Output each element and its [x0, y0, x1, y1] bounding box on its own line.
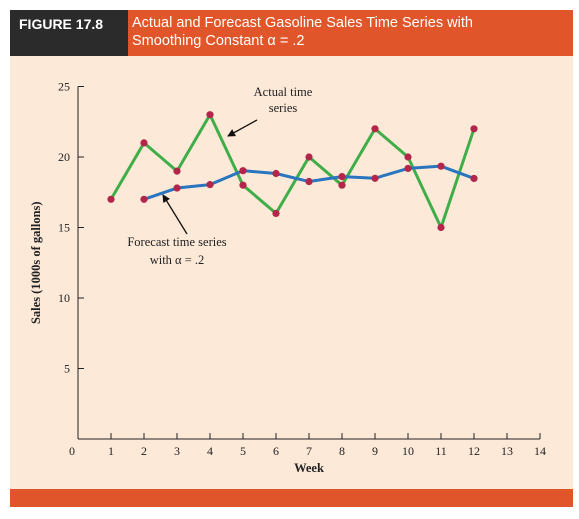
- forecast-data-point: [206, 181, 214, 189]
- plot-panel: [10, 56, 573, 489]
- x-tick-label: 11: [435, 444, 447, 458]
- actual-series-line: [109, 113, 476, 229]
- x-axis-title: Week: [294, 461, 324, 475]
- forecast-annotation-text: with α = .2: [150, 253, 205, 267]
- x-tick-label: 5: [240, 444, 246, 458]
- x-tick-label: 3: [174, 444, 180, 458]
- x-tick-label: 12: [468, 444, 480, 458]
- actual-data-point: [107, 195, 115, 203]
- x-tick-label: 10: [402, 444, 414, 458]
- x-tick-label: 13: [501, 444, 513, 458]
- actual-data-point: [338, 181, 346, 189]
- forecast-data-point: [173, 184, 181, 192]
- y-axis-title: Sales (1000s of gallons): [29, 201, 43, 324]
- actual-data-point: [470, 125, 478, 133]
- actual-data-point: [404, 153, 412, 161]
- figure-label: FIGURE 17.8: [10, 10, 128, 56]
- actual-annotation-text: Actual time: [254, 85, 313, 99]
- actual-data-point: [140, 139, 148, 147]
- figure-title-line-2: Smoothing Constant α = .2: [132, 33, 305, 49]
- forecast-annotation-text: Forecast time series: [127, 235, 226, 249]
- y-tick-label: 5: [64, 362, 70, 376]
- figure-header: FIGURE 17.8 Actual and Forecast Gasoline…: [10, 10, 573, 56]
- forecast-data-point: [338, 172, 346, 181]
- actual-data-point: [371, 125, 379, 133]
- y-tick-label: 25: [58, 80, 70, 94]
- x-tick-label: 0: [69, 444, 75, 458]
- x-tick-label: 9: [372, 444, 378, 458]
- y-tick-label: 10: [58, 291, 70, 305]
- actual-data-point: [206, 111, 214, 119]
- x-tick-label: 14: [534, 444, 546, 458]
- forecast-data-point: [272, 169, 280, 178]
- x-tick-label: 2: [141, 444, 147, 458]
- y-tick-label: 20: [58, 150, 70, 164]
- x-tick-label: 4: [207, 444, 213, 458]
- x-tick-label: 8: [339, 444, 345, 458]
- actual-annotation-text: series: [269, 101, 298, 115]
- forecast-data-point: [371, 174, 379, 182]
- figure-title-line-1: Actual and Forecast Gasoline Sales Time …: [132, 15, 473, 31]
- actual-data-point: [305, 153, 313, 161]
- forecast-data-point: [239, 167, 247, 175]
- forecast-data-point: [305, 177, 313, 186]
- forecast-annotation-arrow: [162, 194, 188, 235]
- forecast-data-point: [404, 164, 412, 173]
- actual-data-point: [173, 167, 181, 175]
- x-tick-label: 7: [306, 444, 312, 458]
- x-tick-label: 6: [273, 444, 279, 458]
- actual-data-point: [239, 181, 247, 189]
- actual-data-point: [272, 209, 280, 217]
- actual-data-point: [437, 223, 445, 232]
- forecast-data-point: [140, 195, 148, 203]
- figure-footer-bar: [10, 489, 573, 507]
- forecast-data-point: [437, 162, 445, 170]
- y-tick-label: 15: [58, 221, 70, 235]
- actual-annotation-arrow: [227, 119, 258, 137]
- x-tick-label: 1: [108, 444, 114, 458]
- forecast-data-point: [470, 174, 478, 183]
- figure-title: Actual and Forecast Gasoline Sales Time …: [132, 14, 562, 50]
